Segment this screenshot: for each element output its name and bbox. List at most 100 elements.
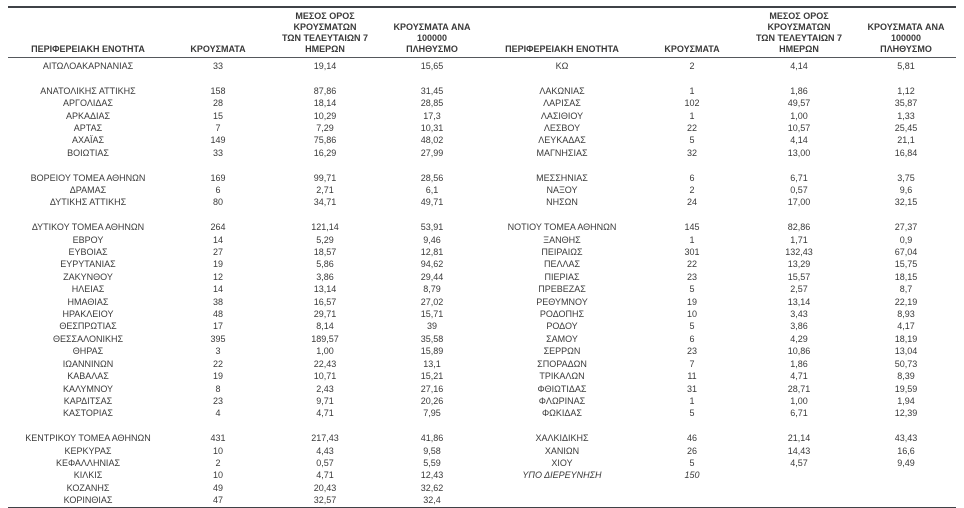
cell-per100k-left: 8,79 bbox=[423, 284, 441, 295]
cell-avg7-left: 13,14 bbox=[313, 284, 337, 295]
cell-region-right: ΧΑΝΙΩΝ bbox=[544, 445, 580, 456]
table-row: ΑΝΑΤΟΛΙΚΗΣ ΑΤΤΙΚΗΣ 158 87,86 31,45 ΛΑΚΩΝΙΑΣ 1… bbox=[8, 85, 956, 97]
table-row: ΙΩΑΝΝΙΝΩΝ 22 22,43 13,1 ΣΠΟΡΑΔΩΝ 7 1,86 50,73 bbox=[8, 358, 956, 370]
cell-region-left: ΘΕΣΣΑΛΟΝΙΚΗΣ bbox=[52, 333, 124, 344]
cell-cases-left: 28 bbox=[212, 98, 223, 109]
cell-avg7-left: 75,86 bbox=[313, 135, 337, 146]
cell-region-left: ΒΟΙΩΤΙΑΣ bbox=[67, 147, 109, 158]
cell-cases-right: 5 bbox=[689, 408, 695, 419]
cell-per100k-right: 25,45 bbox=[894, 123, 918, 134]
cell-region-left: ΚΟΖΑΝΗΣ bbox=[66, 482, 110, 493]
cell-per100k-right: 18,19 bbox=[894, 333, 918, 344]
col-header-cases-left: ΚΡΟΥΣΜΑΤΑ bbox=[168, 7, 268, 58]
cell-per100k-right: 9,49 bbox=[897, 457, 915, 468]
cell-region-left: ΘΗΡΑΣ bbox=[72, 346, 104, 357]
cell-cases-left: 80 bbox=[212, 197, 223, 208]
cell-per100k-right: 18,15 bbox=[894, 271, 918, 282]
cell-cases-left: 2 bbox=[215, 457, 221, 468]
cell-avg7-right: 82,86 bbox=[787, 222, 811, 233]
cell-region-right: ΦΩΚΙΔΑΣ bbox=[542, 408, 582, 419]
cell-cases-right: 24 bbox=[686, 197, 697, 208]
cell-avg7-left: 18,14 bbox=[313, 98, 337, 109]
cell-per100k-right bbox=[856, 209, 956, 221]
cell-per100k-right: 9,6 bbox=[899, 185, 913, 196]
cell-region-right: ΜΕΣΣΗΝΙΑΣ bbox=[536, 172, 588, 183]
cell-region-right bbox=[482, 420, 642, 432]
cell-avg7-left: 18,57 bbox=[313, 247, 337, 258]
cell-per100k-left bbox=[382, 209, 482, 221]
cell-avg7-left: 0,57 bbox=[316, 457, 334, 468]
cell-avg7-right bbox=[742, 482, 856, 494]
cell-cases-right bbox=[642, 420, 742, 432]
table-row: ΖΑΚΥΝΘΟΥ 12 3,86 29,44 ΠΙΕΡΙΑΣ 23 15,57 18,15 bbox=[8, 271, 956, 283]
cell-cases-left: 17 bbox=[212, 321, 223, 332]
cell-cases-left: 27 bbox=[212, 247, 223, 258]
cell-cases-right: 5 bbox=[689, 321, 695, 332]
cell-avg7-right: 0,57 bbox=[790, 185, 808, 196]
cell-cases-right: 5 bbox=[689, 284, 695, 295]
table-row: ΚΕΡΚΥΡΑΣ 10 4,43 9,58 ΧΑΝΙΩΝ 26 14,43 16,6 bbox=[8, 445, 956, 457]
cell-region-right: ΣΑΜΟΥ bbox=[546, 333, 578, 344]
cell-avg7-right: 13,00 bbox=[787, 147, 811, 158]
cell-region-left: ΚΑΛΥΜΝΟΥ bbox=[62, 383, 114, 394]
cell-per100k-right: 1,12 bbox=[897, 85, 915, 96]
cell-region-left: ΕΥΒΟΙΑΣ bbox=[68, 247, 108, 258]
table-row: ΚΑΡΔΙΤΣΑΣ 23 9,71 20,26 ΦΛΩΡΙΝΑΣ 1 1,00 1,94 bbox=[8, 395, 956, 407]
cell-per100k-left: 49,71 bbox=[420, 197, 444, 208]
cell-cases-left: 14 bbox=[212, 234, 223, 245]
cell-avg7-right: 1,00 bbox=[790, 395, 808, 406]
cell-cases-right: 11 bbox=[687, 371, 697, 382]
cell-region-left: ΑΝΑΤΟΛΙΚΗΣ ΑΤΤΙΚΗΣ bbox=[40, 85, 136, 96]
cell-region-right: ΡΟΔΟΠΗΣ bbox=[539, 309, 585, 320]
cell-region-left: ΕΥΡΥΤΑΝΙΑΣ bbox=[60, 259, 116, 270]
cell-per100k-left: 41,86 bbox=[420, 433, 444, 444]
cell-cases-right: 32 bbox=[686, 147, 697, 158]
cell-region-right: ΧΙΟΥ bbox=[551, 457, 573, 468]
cell-cases-right: 2 bbox=[689, 185, 695, 196]
cell-avg7-left: 2,71 bbox=[316, 185, 334, 196]
cell-region-left: ΑΡΚΑΔΙΑΣ bbox=[65, 110, 111, 121]
cell-cases-left: 15 bbox=[212, 110, 223, 121]
cell-region-right: ΛΕΣΒΟΥ bbox=[543, 123, 581, 134]
cell-region-right: ΤΡΙΚΑΛΩΝ bbox=[539, 371, 585, 382]
cell-region-left: ΑΧΑΪΑΣ bbox=[71, 135, 105, 146]
cell-avg7-right: 4,57 bbox=[790, 457, 808, 468]
cell-avg7-left: 10,71 bbox=[313, 371, 337, 382]
cell-cases-left: 3 bbox=[215, 346, 221, 357]
cell-region-right: ΜΑΓΝΗΣΙΑΣ bbox=[536, 147, 588, 158]
cell-cases-left: 12 bbox=[212, 271, 223, 282]
cell-cases-left: 38 bbox=[212, 296, 223, 307]
cell-per100k-left: 32,4 bbox=[423, 495, 441, 506]
cell-per100k-right: 1,33 bbox=[897, 110, 915, 121]
cell-avg7-left: 3,86 bbox=[316, 271, 334, 282]
table-row: ΚΟΡΙΝΘΙΑΣ 47 32,57 32,4 bbox=[8, 494, 956, 508]
cell-avg7-left bbox=[268, 72, 382, 84]
cell-cases-left: 22 bbox=[212, 358, 223, 369]
cell-per100k-right: 1,94 bbox=[897, 395, 915, 406]
cell-per100k-left: 9,58 bbox=[423, 445, 441, 456]
cell-per100k-right: 50,73 bbox=[894, 358, 918, 369]
cell-avg7-left: 87,86 bbox=[313, 85, 337, 96]
cell-cases-right bbox=[642, 72, 742, 84]
table-row: ΑΡΚΑΔΙΑΣ 15 10,29 17,3 ΛΑΣΙΘΙΟΥ 1 1,00 1,33 bbox=[8, 110, 956, 122]
col-header-cases-right: ΚΡΟΥΣΜΑΤΑ bbox=[642, 7, 742, 58]
cell-per100k-left bbox=[382, 420, 482, 432]
cell-per100k-right: 0,9 bbox=[899, 234, 913, 245]
cell-cases-left: 6 bbox=[215, 185, 221, 196]
cell-avg7-right: 3,86 bbox=[790, 321, 808, 332]
cell-avg7-right bbox=[742, 494, 856, 508]
cell-cases-left: 47 bbox=[212, 495, 223, 506]
cell-avg7-left: 34,71 bbox=[313, 197, 337, 208]
cell-per100k-left: 53,91 bbox=[420, 222, 444, 233]
table-row: ΗΡΑΚΛΕΙΟΥ 48 29,71 15,71 ΡΟΔΟΠΗΣ 10 3,43 8,93 bbox=[8, 308, 956, 320]
cell-cases-right: 7 bbox=[689, 358, 695, 369]
cell-cases-right: 22 bbox=[686, 259, 697, 270]
cell-region-left bbox=[8, 209, 168, 221]
cell-cases-right: 5 bbox=[689, 135, 695, 146]
cell-cases-right: 1 bbox=[689, 234, 695, 245]
cell-region-left: ΙΩΑΝΝΙΝΩΝ bbox=[62, 358, 114, 369]
cell-avg7-right: 2,57 bbox=[790, 284, 808, 295]
cell-cases-left: 8 bbox=[215, 383, 221, 394]
cell-per100k-right: 22,19 bbox=[894, 296, 918, 307]
cell-region-right: ΛΑΚΩΝΙΑΣ bbox=[539, 85, 585, 96]
